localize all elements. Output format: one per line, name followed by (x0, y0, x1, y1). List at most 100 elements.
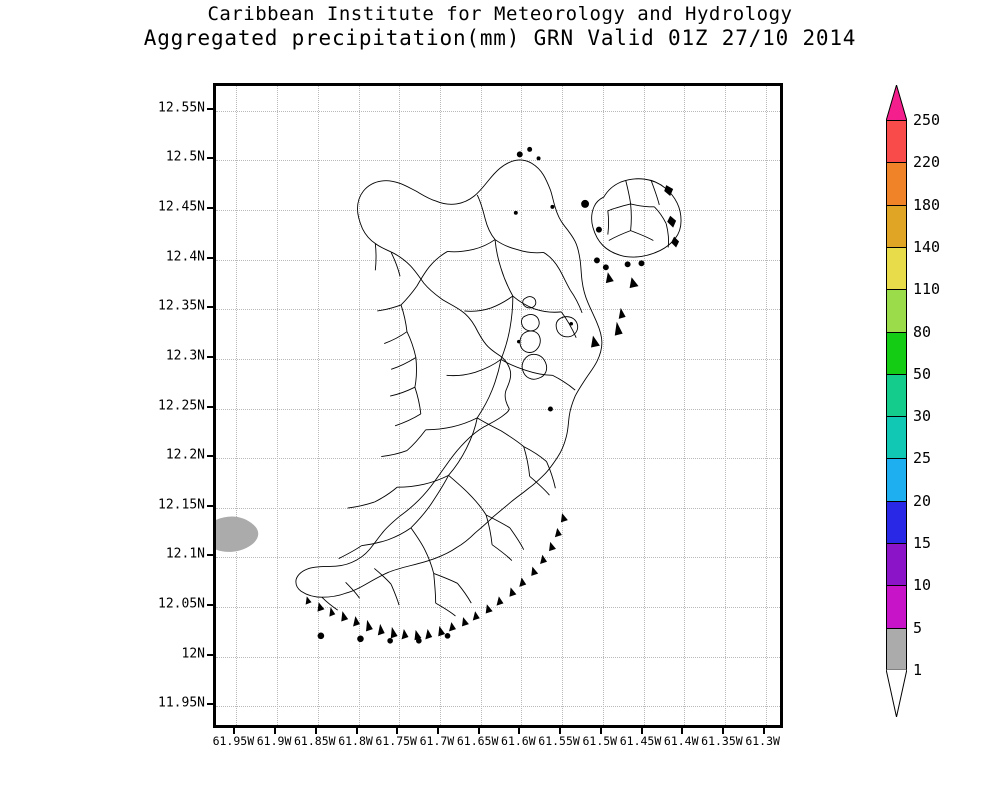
colorbar-segment[interactable] (887, 501, 906, 545)
x-axis-tick-label: 61.6W (501, 734, 536, 748)
y-axis-tick-mark (207, 455, 214, 458)
colorbar-segment[interactable] (887, 459, 906, 502)
colorbar-tick-label: 250 (913, 111, 941, 129)
colorbar-segment[interactable] (887, 544, 906, 587)
colorbar-over-arrow (886, 85, 907, 121)
gridline-vertical (684, 86, 686, 725)
x-axis-tick-mark (233, 728, 236, 734)
colorbar[interactable] (886, 120, 907, 671)
y-axis-tick-label: 12.5N (165, 149, 205, 165)
gridline-vertical (562, 86, 564, 725)
y-axis-tick-label: 12.2N (165, 447, 205, 463)
y-axis-tick-mark (207, 405, 214, 408)
gridline-horizontal (216, 160, 780, 162)
gridline-horizontal (216, 458, 780, 460)
gridline-vertical (399, 86, 401, 725)
institute-title: Caribbean Institute for Meteorology and … (207, 3, 793, 25)
x-axis-tick-label: 61.85W (294, 734, 336, 748)
colorbar-segment[interactable] (887, 247, 906, 291)
gridline-vertical (724, 86, 726, 725)
x-axis-tick-label: 61.8W (338, 734, 373, 748)
y-axis-tick-mark (207, 504, 214, 507)
gridline-vertical (439, 86, 441, 725)
colorbar-segment[interactable] (887, 332, 906, 375)
y-axis-tick-label: 12.15N (158, 497, 205, 513)
grenada-main-island (295, 159, 603, 617)
grenada-offshore-islets (513, 146, 555, 215)
x-axis-tick-label: 61.55W (538, 734, 580, 748)
ronde-caille-islands (519, 296, 579, 380)
colorbar-segment[interactable] (887, 374, 906, 418)
gridline-horizontal (216, 110, 780, 112)
gridline-horizontal (216, 358, 780, 360)
colorbar-tick-label: 180 (913, 195, 941, 214)
y-axis-tick-mark (207, 306, 214, 309)
x-axis-tick-mark (599, 728, 602, 734)
colorbar-tick-label: 20 (913, 491, 932, 510)
y-axis-tick-label: 12.45N (158, 199, 205, 215)
y-axis-tick-mark (207, 157, 214, 160)
gridline-vertical (236, 86, 238, 725)
x-axis-tick-label: 61.4W (663, 734, 699, 748)
colorbar-tick-label: 110 (913, 280, 941, 299)
gridline-horizontal (216, 507, 780, 509)
x-axis-tick-label: 61.45W (619, 734, 662, 748)
colorbar-segment[interactable] (887, 290, 906, 333)
colorbar-tick-label: 50 (913, 364, 932, 383)
precipitation-patch-west (216, 516, 259, 552)
gridline-vertical (358, 86, 360, 725)
colorbar-segment[interactable] (887, 163, 906, 206)
gridline-horizontal (216, 606, 780, 608)
colorbar-segment[interactable] (887, 205, 906, 248)
y-axis-tick-mark (207, 256, 214, 259)
x-axis-tick-label: 61.3W (745, 734, 780, 748)
colorbar-segment[interactable] (887, 121, 906, 164)
colorbar-tick-label: 1 (913, 661, 923, 679)
colorbar-tick-label: 5 (913, 618, 923, 637)
colorbar-tick-label: 15 (913, 534, 932, 553)
x-axis-tick-mark (436, 728, 439, 734)
y-axis-tick-label: 11.95N (158, 695, 205, 711)
colorbar-tick-label: 30 (913, 407, 932, 426)
y-axis-tick-mark (207, 554, 214, 557)
gridline-horizontal (216, 259, 780, 261)
colorbar-tick-label: 220 (913, 153, 941, 172)
gridline-vertical (765, 86, 767, 725)
x-axis-tick-mark (640, 728, 643, 734)
y-axis-tick-mark (207, 207, 214, 210)
x-axis-tick-mark (314, 728, 317, 734)
gridline-horizontal (216, 210, 780, 212)
x-axis-tick-label: 61.5W (582, 734, 618, 748)
gridline-vertical (480, 86, 482, 725)
colorbar-segment[interactable] (887, 628, 906, 671)
x-axis-tick-mark (518, 728, 521, 734)
gridline-horizontal (216, 656, 780, 658)
colorbar-tick-label: 10 (913, 576, 932, 595)
y-axis-tick-label: 12.55N (158, 100, 205, 116)
x-axis-tick-mark (355, 728, 358, 734)
x-axis-tick-label: 61.95W (212, 734, 255, 748)
y-axis-tick-label: 12.25N (158, 398, 205, 413)
colorbar-segment[interactable] (887, 417, 906, 460)
y-axis-tick-label: 12.35N (158, 298, 205, 314)
colorbar-segment[interactable] (887, 586, 906, 629)
x-axis-tick-mark (274, 728, 277, 734)
gridline-horizontal (216, 706, 780, 708)
x-axis-tick-mark (396, 728, 399, 734)
gridline-vertical (602, 86, 604, 725)
middle-chain-cays (516, 321, 574, 412)
y-axis-tick-label: 12N (181, 646, 205, 662)
x-axis-tick-mark (559, 728, 562, 734)
gridline-vertical (643, 86, 645, 725)
x-axis-tick-label: 61.7W (419, 734, 455, 748)
x-axis-tick-mark (681, 728, 684, 734)
gridline-horizontal (216, 408, 780, 410)
y-axis-tick-label: 12.3N (165, 348, 205, 364)
chart-title-block: Caribbean Institute for Meteorology and … (0, 2, 1000, 50)
x-axis-tick-label: 61.9W (256, 734, 292, 748)
map-plot-area[interactable] (213, 83, 783, 728)
y-axis-tick-mark (207, 355, 214, 358)
y-axis-tick-label: 12.1N (165, 546, 205, 562)
y-axis-tick-label: 12.05N (158, 596, 205, 612)
